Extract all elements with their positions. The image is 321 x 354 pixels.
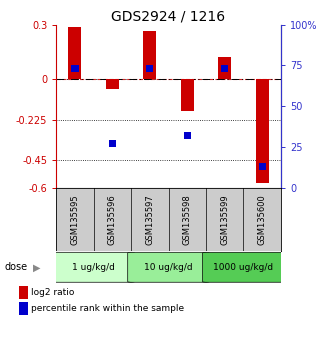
Bar bbox=[109, 141, 116, 147]
Bar bbox=[68, 27, 82, 79]
Bar bbox=[218, 57, 231, 79]
Text: 1000 ug/kg/d: 1000 ug/kg/d bbox=[213, 263, 273, 272]
FancyBboxPatch shape bbox=[203, 252, 284, 282]
Bar bbox=[106, 79, 119, 89]
Text: GSM135597: GSM135597 bbox=[145, 194, 154, 245]
Text: GSM135598: GSM135598 bbox=[183, 194, 192, 245]
Bar bbox=[256, 79, 269, 183]
Bar bbox=[181, 79, 194, 111]
Bar bbox=[221, 65, 228, 72]
FancyBboxPatch shape bbox=[53, 252, 134, 282]
Bar bbox=[19, 286, 28, 299]
Text: dose: dose bbox=[5, 262, 28, 272]
Text: log2 ratio: log2 ratio bbox=[31, 288, 75, 297]
Text: 1 ug/kg/d: 1 ug/kg/d bbox=[72, 263, 115, 272]
Text: GSM135599: GSM135599 bbox=[220, 194, 229, 245]
Bar bbox=[71, 65, 79, 72]
Bar bbox=[146, 65, 153, 72]
Text: GSM135600: GSM135600 bbox=[258, 194, 267, 245]
Bar bbox=[184, 132, 191, 139]
Text: percentile rank within the sample: percentile rank within the sample bbox=[31, 304, 185, 313]
Text: GSM135595: GSM135595 bbox=[70, 194, 79, 245]
Bar bbox=[143, 31, 156, 79]
Text: ▶: ▶ bbox=[33, 262, 41, 272]
Text: GSM135596: GSM135596 bbox=[108, 194, 117, 245]
FancyBboxPatch shape bbox=[128, 252, 209, 282]
Bar bbox=[258, 163, 266, 170]
Bar bbox=[19, 302, 28, 315]
Title: GDS2924 / 1216: GDS2924 / 1216 bbox=[111, 10, 226, 24]
Text: 10 ug/kg/d: 10 ug/kg/d bbox=[144, 263, 193, 272]
